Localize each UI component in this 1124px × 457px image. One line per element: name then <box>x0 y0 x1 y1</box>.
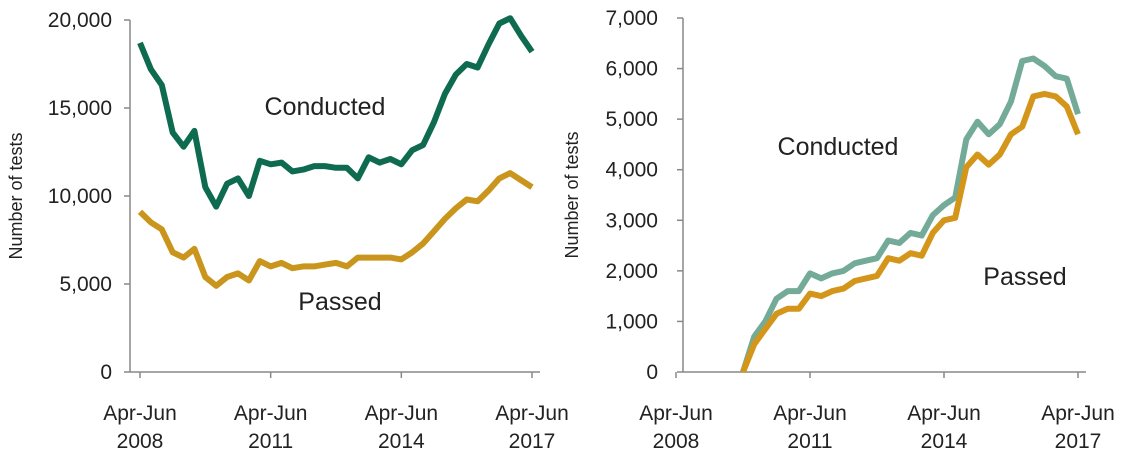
x-tick-label: Apr-Jun 2017 <box>1041 402 1115 453</box>
y-axis-title: Number of tests <box>562 131 582 258</box>
x-tick-label-line: 2011 <box>248 430 293 453</box>
y-tick-label: 6,000 <box>605 58 658 81</box>
series-label: Conducted <box>265 93 386 121</box>
x-tick-label-line: Apr-Jun <box>234 402 308 425</box>
x-tick-label: Apr-Jun 2008 <box>639 402 713 453</box>
x-tick-label: Apr-Jun 2017 <box>495 402 569 453</box>
y-tick-label: 0 <box>100 361 112 384</box>
x-tick-label-line: 2017 <box>509 430 556 453</box>
series-line <box>740 55 1081 373</box>
y-tick-label: 15,000 <box>48 97 112 120</box>
y-tick-label: 20,000 <box>48 9 112 32</box>
x-tick-label-line: Apr-Jun <box>103 402 177 425</box>
series-label: Passed <box>983 263 1066 291</box>
y-tick-label: 5,000 <box>59 273 112 296</box>
x-tick-label-line: Apr-Jun <box>495 402 569 425</box>
x-tick-label-line: Apr-Jun <box>1041 402 1115 425</box>
series-label: Passed <box>298 288 381 316</box>
x-tick-label-line: Apr-Jun <box>639 402 713 425</box>
x-tick-label-line: 2017 <box>1055 430 1102 453</box>
x-tick-label-line: 2011 <box>787 430 832 453</box>
series-line <box>740 90 1081 374</box>
series-line <box>137 170 534 289</box>
y-tick-label: 0 <box>646 361 658 384</box>
y-tick-label: 1,000 <box>605 310 658 333</box>
y-tick-label: 3,000 <box>605 209 658 232</box>
x-tick-label-line: Apr-Jun <box>907 402 981 425</box>
y-tick-label: 2,000 <box>605 260 658 283</box>
x-tick-label-line: 2008 <box>117 430 164 453</box>
x-tick-label-line: Apr-Jun <box>773 402 847 425</box>
series-line <box>137 15 535 210</box>
series-label: Conducted <box>778 133 899 161</box>
x-tick-label-line: 2008 <box>653 430 700 453</box>
x-tick-label: Apr-Jun 2011 <box>234 402 308 453</box>
x-tick-label-line: Apr-Jun <box>365 402 439 425</box>
x-tick-label: Apr-Jun 2014 <box>907 402 981 453</box>
y-tick-label: 5,000 <box>605 108 658 131</box>
x-tick-label: Apr-Jun 2011 <box>773 402 847 453</box>
y-axis-title: Number of tests <box>6 132 26 259</box>
y-tick-label: 4,000 <box>605 159 658 182</box>
x-tick-label-line: 2014 <box>921 430 968 453</box>
y-tick-label: 7,000 <box>605 7 658 30</box>
x-tick-label: Apr-Jun 2014 <box>365 402 439 453</box>
x-tick-label: Apr-Jun 2008 <box>103 402 177 453</box>
y-tick-label: 10,000 <box>48 185 112 208</box>
x-tick-label-line: 2014 <box>378 430 425 453</box>
